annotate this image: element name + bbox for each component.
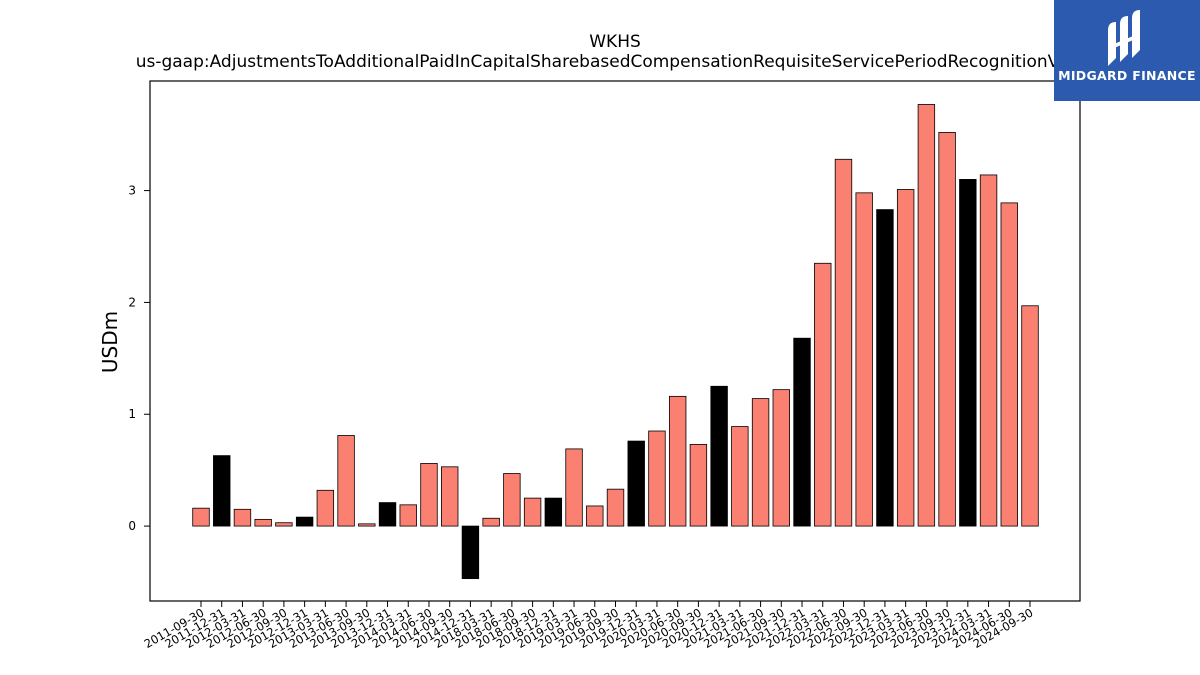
bar-2011-12-31: [213, 455, 231, 527]
y-tick-label: 2: [128, 295, 136, 309]
chart-title: WKHS: [589, 32, 641, 52]
bar-2018-09-30: [523, 497, 542, 527]
bar-2020-06-30: [668, 395, 687, 527]
y-axis-label: USDm: [98, 310, 122, 374]
chart-subtitle: us-gaap:AdjustmentsToAdditionalPaidInCap…: [135, 52, 1095, 72]
bar-2012-03-31: [233, 508, 252, 527]
x-axis: 2011-09-302011-12-312012-03-312012-06-30…: [142, 601, 1036, 651]
plot-frame: [149, 80, 1081, 602]
bars-group: [192, 104, 1039, 580]
bar-2014-12-31: [461, 525, 480, 580]
bar-2011-09-30: [192, 507, 210, 527]
bar-2013-09-30: [358, 523, 376, 527]
bar-2022-09-30: [855, 192, 873, 527]
bar-2019-09-30: [606, 488, 625, 527]
bar-2014-06-30: [420, 463, 438, 527]
midgard-logo-icon: [1108, 10, 1140, 66]
bar-2021-03-31: [731, 426, 749, 527]
y-tick-label: 0: [128, 519, 136, 533]
bar-2023-06-30: [917, 104, 936, 527]
bar-2014-09-30: [441, 466, 459, 527]
bar-2023-12-31: [959, 179, 977, 527]
bar-2019-06-30: [586, 505, 604, 527]
y-tick-label: 1: [128, 407, 136, 421]
y-axis: 0 1 2 3: [128, 184, 150, 533]
bar-2018-03-31: [482, 517, 500, 527]
bar-2022-06-30: [834, 158, 853, 527]
bar-2013-12-31: [378, 502, 397, 527]
bar-2020-09-30: [689, 444, 708, 527]
bar-2021-06-30: [751, 398, 770, 527]
bar-2014-03-31: [399, 504, 417, 527]
bar-2022-12-31: [876, 209, 894, 527]
bar-2020-12-31: [710, 385, 728, 527]
bar-2013-03-31: [316, 489, 335, 527]
bar-2021-12-31: [793, 337, 811, 527]
bar-2013-06-30: [337, 435, 355, 527]
bar-2024-03-31: [979, 174, 998, 527]
bar-2018-12-31: [544, 497, 563, 527]
bar-2012-12-31: [295, 516, 314, 527]
bar-2012-06-30: [254, 518, 272, 527]
bar-2019-12-31: [627, 440, 645, 527]
midgard-finance-logo: MIDGARD FINANCE: [1054, 0, 1200, 101]
bar-2019-03-31: [565, 448, 583, 527]
bar-2023-03-31: [896, 189, 915, 527]
bar-2022-03-31: [814, 262, 832, 527]
bar-2021-09-30: [772, 389, 790, 527]
bar-2020-03-31: [648, 430, 666, 527]
y-tick-label: 3: [128, 184, 136, 198]
logo-text: MIDGARD FINANCE: [1058, 68, 1196, 83]
bar-2024-06-30: [1000, 202, 1018, 527]
bar-2018-06-30: [503, 473, 521, 527]
bar-2012-09-30: [275, 522, 293, 527]
bar-2024-09-30: [1021, 305, 1039, 527]
bar-2023-09-30: [938, 132, 956, 527]
